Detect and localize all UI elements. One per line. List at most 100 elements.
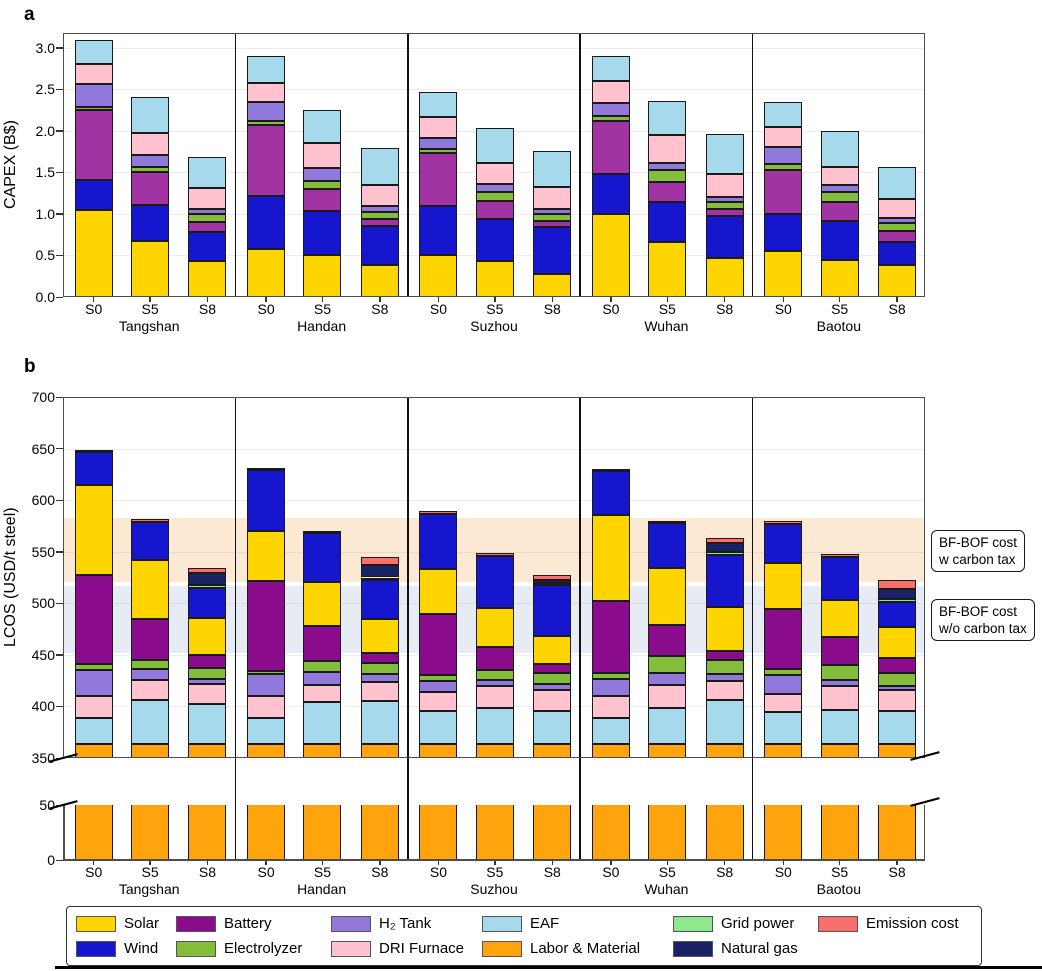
bar-segment-handan-s5-labor_material <box>303 743 342 758</box>
bar-segment-handan-s0-dri_furnace <box>247 82 286 102</box>
legend-swatch-emission-cost <box>818 916 858 932</box>
group-separator <box>406 33 409 297</box>
bar-segment-tangshan-s5-emission_cost <box>131 518 170 522</box>
bar-segment-suzhou-s0-eaf <box>419 710 458 744</box>
bar-segment-wuhan-s8-solar <box>705 607 744 651</box>
bar-segment-handan-s5-dri_furnace <box>303 684 342 703</box>
bar-segment-handan-s5-eaf <box>303 110 342 144</box>
bar-segment-tangshan-s0-dri_furnace <box>74 696 113 718</box>
bar-segment-suzhou-s8-dri_furnace <box>533 186 572 209</box>
bar-segment-baotou-s8-labor_material <box>878 743 917 758</box>
bar-segment-wuhan-s0-wind <box>591 174 630 214</box>
bar-segment-baotou-s5-battery <box>820 637 859 666</box>
bar-segment-suzhou-s8-emission_cost <box>533 575 572 580</box>
bar-segment-handan-s8-h2_tank <box>360 674 399 682</box>
bar-segment-tangshan-s5-solar <box>131 559 170 619</box>
bar-segment-handan-s8-battery <box>360 652 399 664</box>
bar-segment-wuhan-s5-solar <box>648 242 687 297</box>
bar-segment-baotou-s8-wind <box>878 242 917 266</box>
x-tick-label-scenario: S8 <box>198 301 217 317</box>
bar-segment-tangshan-s8-electrolyzer <box>188 213 227 223</box>
bar-segment-tangshan-s0-battery_capex <box>74 110 113 180</box>
group-separator <box>406 397 409 860</box>
bar-segment-wuhan-s8-labor_material <box>705 743 744 758</box>
bar-segment-baotou-s8-h2_tank <box>878 685 917 690</box>
y-tick-label: 2.0 <box>35 122 55 139</box>
bar-segment-tangshan-s8-natural_gas <box>188 573 227 585</box>
bar-segment-tangshan-s5-dri_furnace <box>131 679 170 701</box>
x-tick-label-scenario: S8 <box>371 301 389 317</box>
bar-segment-handan-s0-electrolyzer <box>247 121 286 126</box>
bar-segment-suzhou-s8-battery <box>533 664 572 674</box>
bar-segment-suzhou-s0-h2_tank <box>419 680 458 692</box>
bar-segment-handan-s0-battery_capex <box>247 125 286 196</box>
bar-segment-suzhou-s8-electrolyzer <box>533 213 572 222</box>
x-tick-label-scenario: S8 <box>888 301 906 317</box>
bar-segment-wuhan-s8-dri_furnace <box>705 680 744 701</box>
legend-label-wind: Wind <box>124 940 159 957</box>
x-group-label-baotou: Baotou <box>816 881 861 897</box>
bar-segment-baotou-s8-electrolyzer <box>878 673 917 686</box>
bar-segment-tangshan-s0-dri_furnace <box>74 63 113 84</box>
bar-segment-wuhan-s5-electrolyzer <box>648 655 687 674</box>
annotation-bfbof-without-carbon-tax: BF-BOF cost w/o carbon tax <box>931 599 1035 641</box>
y-tick-label: 0 <box>47 852 55 868</box>
bar-segment-tangshan-s0-eaf <box>74 39 113 64</box>
bar-segment-tangshan-s0-h2_tank <box>74 83 113 107</box>
bar-segment-handan-s8-dri_furnace <box>360 681 399 702</box>
bar-segment-suzhou-s0-emission_cost <box>419 511 458 514</box>
x-group-label-handan: Handan <box>297 881 347 897</box>
bar-segment-tangshan-s0-battery <box>74 575 113 665</box>
bar-segment-wuhan-s8-battery <box>705 650 744 660</box>
bar-segment-suzhou-s8-wind <box>533 227 572 274</box>
bar-segment-baotou-s5-electrolyzer <box>820 665 859 680</box>
bar-segment-mini-suzhou-s0-labor_material <box>419 805 458 860</box>
bar-segment-handan-s5-emission_cost <box>303 531 342 534</box>
bar-segment-handan-s0-battery <box>247 580 286 672</box>
bar-segment-wuhan-s8-electrolyzer <box>705 202 744 209</box>
x-tick-label-scenario: S0 <box>774 864 792 880</box>
axis-tick <box>56 705 63 708</box>
bar-segment-tangshan-s0-electrolyzer <box>74 106 113 111</box>
bar-segment-baotou-s0-wind <box>764 213 803 252</box>
bar-segment-tangshan-s8-h2_tank <box>188 678 227 684</box>
legend-label-solar: Solar <box>124 915 160 932</box>
bar-segment-suzhou-s5-solar <box>475 608 514 647</box>
x-tick-label-scenario: S8 <box>543 864 561 880</box>
bar-segment-tangshan-s0-eaf <box>74 717 113 744</box>
bar-segment-handan-s0-wind <box>247 470 286 532</box>
bar-segment-baotou-s0-h2_tank <box>764 675 803 695</box>
bar-segment-wuhan-s5-labor_material <box>648 743 687 758</box>
bar-segment-suzhou-s5-eaf <box>475 128 514 163</box>
axis-tick <box>782 860 784 865</box>
bar-segment-wuhan-s8-solar <box>705 257 744 297</box>
axis-tick <box>724 860 726 865</box>
bar-segment-handan-s5-solar <box>303 255 342 297</box>
bar-segment-wuhan-s8-grid_power <box>705 551 744 555</box>
axis-tick <box>56 859 63 861</box>
bar-segment-wuhan-s5-wind <box>648 522 687 569</box>
bar-segment-handan-s5-solar <box>303 581 342 626</box>
legend-label-h-tank: H₂ Tank <box>379 915 432 932</box>
bar-segment-wuhan-s8-wind <box>705 216 744 258</box>
bar-segment-wuhan-s0-eaf <box>591 56 630 82</box>
x-tick-label-scenario: S5 <box>658 301 676 317</box>
bar-segment-suzhou-s0-eaf <box>419 91 458 117</box>
bar-segment-mini-handan-s8-labor_material <box>360 805 399 860</box>
axis-tick <box>666 860 668 865</box>
bar-segment-baotou-s5-eaf <box>820 130 859 168</box>
bar-segment-tangshan-s5-eaf <box>131 96 170 134</box>
y-tick-label: 600 <box>31 492 55 509</box>
bar-segment-baotou-s0-labor_material <box>764 743 803 758</box>
bar-segment-handan-s8-natural_gas <box>360 565 399 578</box>
bar-segment-wuhan-s8-eaf <box>705 134 744 175</box>
bar-segment-wuhan-s8-battery_capex <box>705 209 744 217</box>
bar-segment-suzhou-s0-wind <box>419 205 458 256</box>
bar-segment-handan-s5-electrolyzer <box>303 661 342 673</box>
bar-segment-tangshan-s5-wind <box>131 204 170 241</box>
bar-segment-tangshan-s5-solar <box>131 240 170 297</box>
annotation-line: BF-BOF cost <box>939 535 1018 550</box>
bar-segment-wuhan-s8-emission_cost <box>705 538 744 544</box>
x-tick-label-scenario: S5 <box>658 864 676 880</box>
